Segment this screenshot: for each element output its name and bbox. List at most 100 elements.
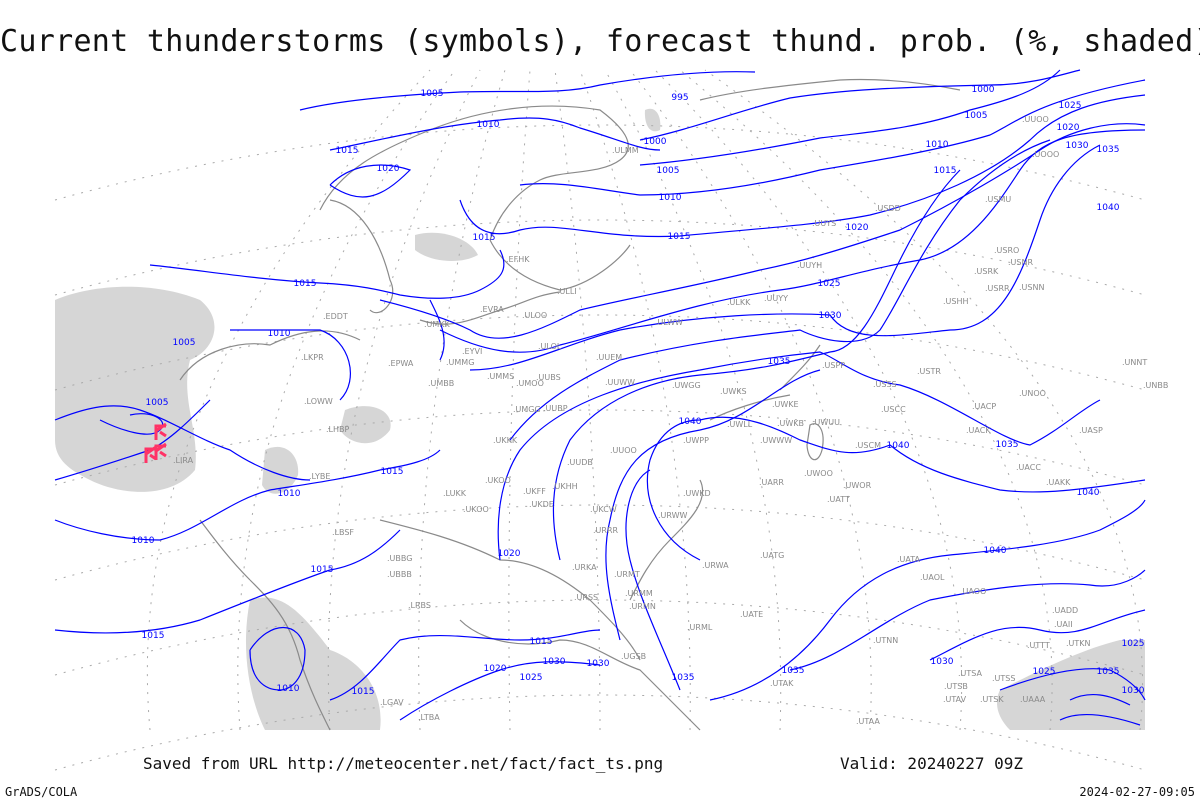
station-label: .ULOL [538, 342, 562, 351]
station-label: .ULMM [612, 146, 639, 155]
isobar-line [552, 169, 961, 561]
isobar-label: 1020 [484, 664, 507, 674]
station-label: .UACC [1016, 463, 1041, 472]
station-label: .EDDT [323, 312, 348, 321]
coastline [459, 619, 701, 731]
station-label: .UKCW [590, 505, 617, 514]
station-label: .UTAV [943, 695, 967, 704]
isobar-line [929, 609, 1146, 661]
station-label: .URMM [625, 589, 653, 598]
station-label: .UTSS [992, 674, 1015, 683]
isobar-label: 1015 [934, 166, 957, 176]
isobar-label: 1010 [277, 684, 300, 694]
meridian-line [654, 69, 963, 731]
station-label: .UWWW [760, 436, 792, 445]
isobar-label: 1015 [668, 232, 691, 242]
coastline [419, 291, 561, 325]
station-label: .EYVI [462, 347, 482, 356]
station-label: .UAOL [920, 573, 945, 582]
parallel-line [54, 219, 1146, 296]
isobar-line [149, 249, 505, 299]
isobar-label: 1025 [818, 279, 841, 289]
isobar-label: 1030 [543, 657, 566, 667]
station-label: .UMMG [446, 358, 474, 367]
shaded-probability-area [997, 640, 1145, 730]
station-label: .ULKK [727, 298, 751, 307]
isobar-label: 1010 [477, 120, 500, 130]
isobar-line [230, 329, 351, 401]
station-label: .URMT [614, 570, 640, 579]
station-label: .EVRA [480, 305, 504, 314]
station-label: .URML [687, 623, 713, 632]
parallel-line [54, 409, 1146, 486]
station-label: .UASP [1079, 426, 1103, 435]
isobar-label: 1040 [679, 417, 702, 427]
thunderstorm-icon [154, 422, 167, 440]
station-label: .UMGG [513, 405, 541, 414]
station-label: .UATE [740, 610, 763, 619]
isobar-line [605, 369, 821, 641]
station-label: .UKOO [485, 476, 511, 485]
isobar-line [709, 499, 1146, 701]
software-credit: GrADS/COLA [5, 785, 78, 799]
isobar-line [54, 529, 401, 634]
station-label: .LBSF [332, 528, 354, 537]
coastline [629, 479, 704, 601]
isobar-line [1059, 694, 1141, 726]
isobar-label: 1005 [146, 398, 169, 408]
coastline [806, 423, 824, 461]
station-label: .UWKS [720, 387, 747, 396]
station-label: .ULLI [557, 287, 577, 296]
generated-timestamp: 2024-02-27-09:05 [1079, 785, 1195, 799]
isobar-line [459, 94, 1146, 238]
station-label: .USPP [822, 361, 845, 370]
isobar-label: 1030 [1066, 141, 1089, 151]
isobar-label: 1000 [972, 85, 995, 95]
station-label: .USDD [875, 204, 901, 213]
station-label: .USCM [855, 441, 881, 450]
isobar-label: 1035 [782, 666, 805, 676]
isobar-line [639, 69, 1081, 141]
station-label: .USRK [974, 267, 999, 276]
isobar-label: 1020 [377, 164, 400, 174]
station-label: .UWKE [772, 400, 799, 409]
station-label: .UATA [897, 555, 921, 564]
station-label: .UTSB [944, 682, 968, 691]
station-label: .UWKB [777, 419, 804, 428]
meridian-line [327, 69, 481, 731]
isobar-line [519, 79, 1146, 196]
isobar-label: 1040 [887, 441, 910, 451]
station-label: .LHBP [326, 425, 350, 434]
station-label: .UTKN [1066, 639, 1091, 648]
isobar-label: 1000 [644, 137, 667, 147]
station-label: .UTTT [1027, 641, 1050, 650]
isobar-label: 1005 [421, 89, 444, 99]
shaded-probability-area [644, 108, 661, 132]
station-label: .LGAV [380, 698, 404, 707]
station-label: .UKKK [493, 436, 518, 445]
isobar-line [646, 416, 1146, 561]
station-label: .UUWW [605, 378, 635, 387]
station-label: .UUBS [536, 373, 561, 382]
station-label: .USNR [1008, 258, 1033, 267]
isobar-label: 1005 [173, 338, 196, 348]
isobar-labels: 1005 995 1000 1025 1005 1020 1010 1015 1020 1000 1… [132, 85, 1145, 697]
shaded-probability-area [55, 286, 215, 492]
isobar-line [497, 351, 1101, 561]
valid-time-text: Valid: 20240227 09Z [840, 754, 1024, 773]
station-label: .UUOO [1022, 115, 1049, 124]
chart-title: Current thunderstorms (symbols), forecas… [0, 24, 1200, 59]
isobar-line [54, 449, 441, 541]
isobar-label: 1035 [672, 673, 695, 683]
isobar-label: 1015 [352, 687, 375, 697]
isobar-line [329, 117, 661, 151]
station-label: .UWPP [683, 436, 709, 445]
isobar-label: 1015 [142, 631, 165, 641]
station-label: .URWW [658, 511, 688, 520]
isobar-line [54, 405, 311, 481]
station-label: .UMMS [487, 372, 514, 381]
isobar-label: 1035 [768, 357, 791, 367]
coastline [699, 78, 961, 101]
station-label: .LYBE [309, 472, 330, 481]
isobar-label: 995 [671, 93, 688, 103]
